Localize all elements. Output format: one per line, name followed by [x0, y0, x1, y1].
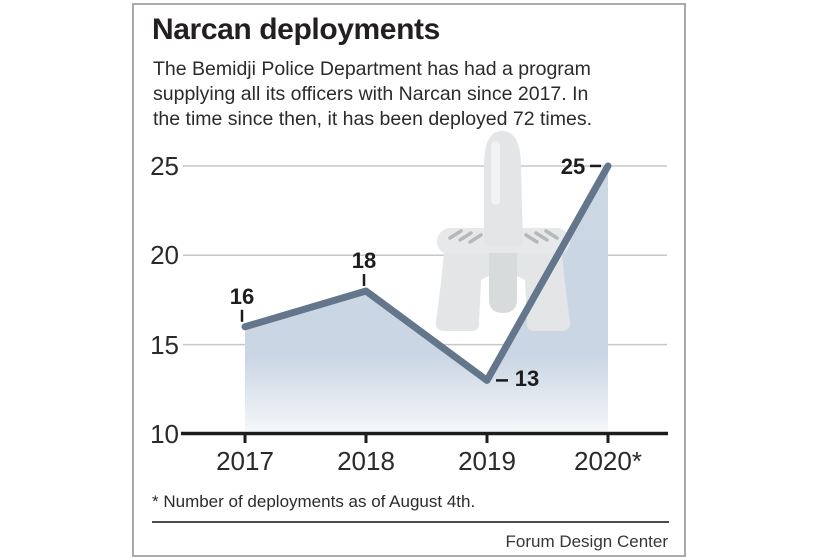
device-plunger-stem [489, 253, 517, 313]
device-grip-legs [435, 253, 571, 331]
data-label-2020*: 25 [560, 153, 586, 179]
area-fill [245, 165, 608, 431]
data-callout-ticks [240, 164, 601, 382]
x-axis-ticks [243, 434, 610, 443]
chart-subtitle-line-1: The Bemidji Police Department has had a … [153, 58, 591, 80]
y-axis-label-10: 10 [150, 419, 179, 449]
chart-subtitle-line-3: the time since then, it has been deploye… [153, 108, 593, 130]
trend-line [241, 162, 612, 384]
x-axis-label-4: 2020* [574, 446, 642, 476]
x-axis-label-1: 2017 [216, 446, 274, 476]
x-axis-label-2: 2018 [337, 446, 395, 476]
data-label-2018: 18 [351, 248, 377, 274]
footer-divider [152, 521, 669, 523]
source-credit: Forum Design Center [505, 532, 668, 551]
y-axis-label-20: 20 [150, 240, 179, 271]
data-label-2017: 16 [229, 283, 255, 309]
chart-title: Narcan deployments [152, 13, 440, 46]
device-nozzle [484, 131, 523, 246]
chart-subtitle-line-2: supplying all its officers with Narcan s… [153, 83, 589, 105]
footnote: * Number of deployments as of August 4th… [152, 492, 476, 511]
device-nozzle-highlight [491, 141, 500, 205]
narcan-nasal-spray-illustration [435, 131, 571, 331]
y-axis-label-25: 25 [150, 150, 179, 181]
data-label-2019: 13 [514, 366, 540, 392]
device-vents [448, 229, 559, 244]
x-axis-label-3: 2019 [458, 446, 516, 476]
y-axis-label-15: 15 [150, 329, 179, 360]
